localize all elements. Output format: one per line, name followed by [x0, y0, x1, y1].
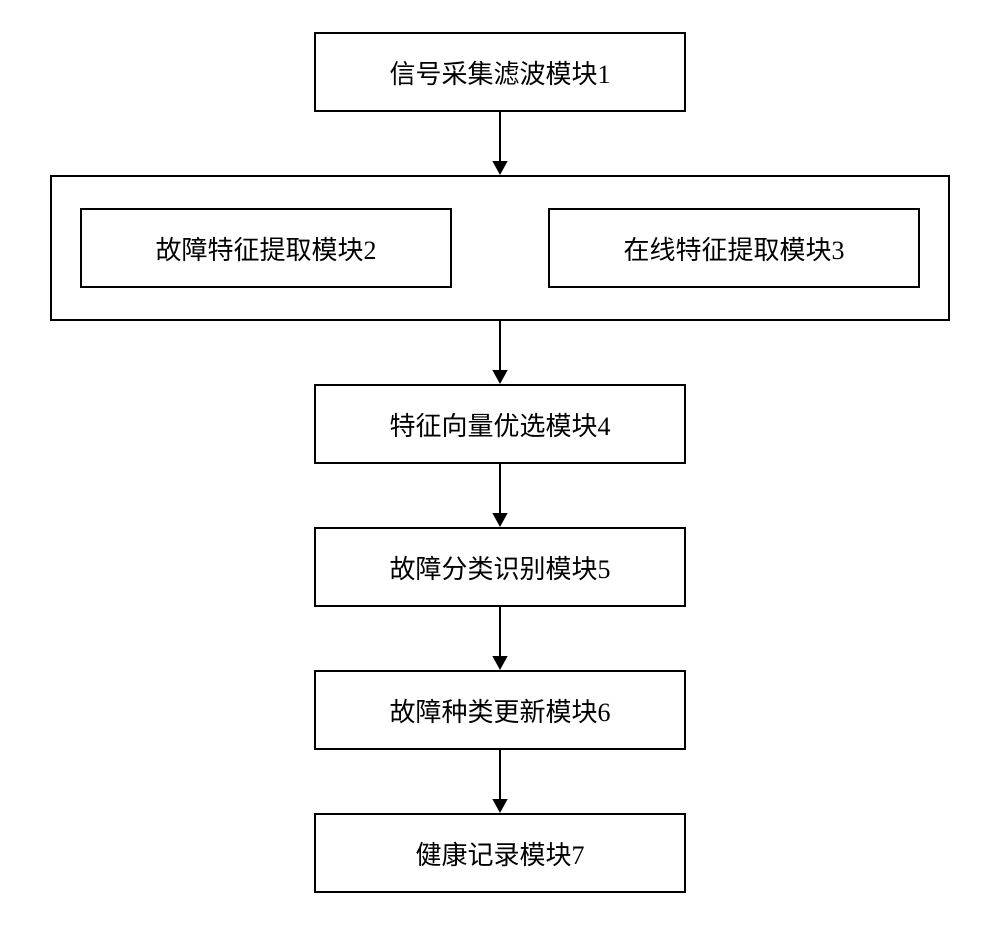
- node-label: 特征向量优选模块4: [389, 406, 610, 443]
- node-label: 在线特征提取模块3: [623, 230, 844, 267]
- node-n1: 信号采集滤波模块1: [314, 32, 686, 112]
- node-label: 健康记录模块7: [415, 835, 584, 872]
- flowchart-arrows: [0, 0, 1000, 931]
- node-n4: 特征向量优选模块4: [314, 384, 686, 464]
- node-label: 故障分类识别模块5: [389, 549, 610, 586]
- node-n2: 故障特征提取模块2: [80, 208, 452, 288]
- node-n7: 健康记录模块7: [314, 813, 686, 893]
- node-label: 信号采集滤波模块1: [389, 54, 610, 91]
- node-n6: 故障种类更新模块6: [314, 670, 686, 750]
- node-n5: 故障分类识别模块5: [314, 527, 686, 607]
- flowchart-canvas: 信号采集滤波模块1 故障特征提取模块2 在线特征提取模块3 特征向量优选模块4 故障分类…: [0, 0, 1000, 931]
- node-label: 故障种类更新模块6: [389, 692, 610, 729]
- node-n3: 在线特征提取模块3: [548, 208, 920, 288]
- node-label: 故障特征提取模块2: [155, 230, 376, 267]
